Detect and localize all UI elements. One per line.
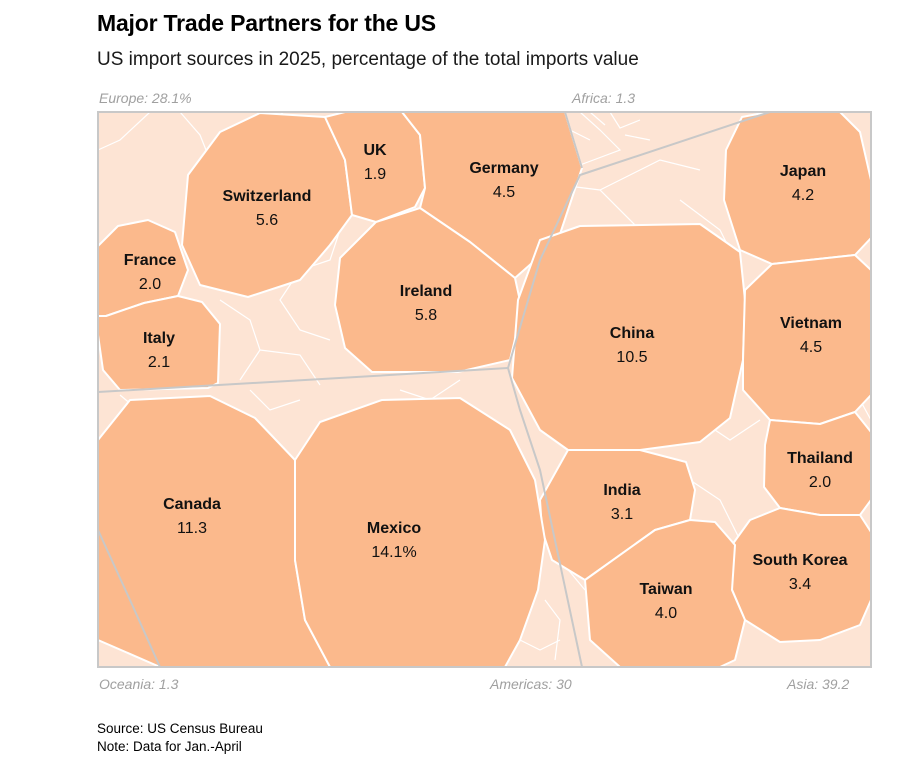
label-japan-value: 4.2 — [792, 187, 814, 204]
label-france-value: 2.0 — [139, 276, 161, 293]
label-india-value: 3.1 — [611, 506, 633, 523]
region-label-americas: Americas: 30 — [490, 676, 572, 692]
cell-south-korea — [729, 507, 871, 643]
chart-subtitle: US import sources in 2025, percentage of… — [97, 49, 639, 70]
label-canada-value: 11.3 — [177, 520, 207, 537]
cell-italy — [98, 295, 221, 391]
region-label-oceania: Oceania: 1.3 — [99, 676, 179, 692]
label-thailand-name: Thailand — [787, 450, 853, 467]
label-uk-value: 1.9 — [364, 166, 386, 183]
label-germany-value: 4.5 — [493, 184, 515, 201]
region-label-europe: Europe: 28.1% — [99, 90, 192, 106]
label-switzerland-name: Switzerland — [223, 188, 312, 205]
label-taiwan-value: 4.0 — [655, 605, 677, 622]
label-italy-name: Italy — [143, 330, 175, 347]
label-mexico-name: Mexico — [367, 520, 421, 537]
plot-frame — [97, 111, 872, 668]
label-japan-name: Japan — [780, 163, 826, 180]
source-note: Source: US Census Bureau — [97, 721, 263, 736]
cell-uk — [324, 112, 426, 223]
region-borders — [98, 112, 771, 667]
label-france-name: France — [124, 252, 177, 269]
cell-japan — [723, 112, 871, 265]
cell-ireland — [334, 207, 523, 373]
filler-cells — [98, 112, 871, 667]
region-label-asia: Asia: 39.2 — [787, 676, 850, 692]
label-south-korea-name: South Korea — [752, 552, 847, 569]
label-vietnam-value: 4.5 — [800, 339, 822, 356]
label-taiwan-name: Taiwan — [639, 581, 692, 598]
chart-title: Major Trade Partners for the US — [97, 10, 436, 36]
label-uk-name: UK — [363, 142, 387, 159]
cell-china — [511, 223, 746, 451]
label-canada-name: Canada — [163, 496, 221, 513]
label-thailand-value: 2.0 — [809, 474, 831, 491]
label-switzerland-value: 5.6 — [256, 212, 278, 229]
label-mexico-value: 14.1% — [371, 544, 416, 561]
cell-taiwan — [584, 519, 746, 667]
region-label-africa: Africa: 1.3 — [572, 90, 636, 106]
label-italy-value: 2.1 — [148, 354, 170, 371]
label-vietnam-name: Vietnam — [780, 315, 842, 332]
label-china-value: 10.5 — [616, 349, 647, 366]
data-note: Note: Data for Jan.-April — [97, 739, 242, 754]
label-china-name: China — [610, 325, 655, 342]
label-germany-name: Germany — [469, 160, 538, 177]
label-south-korea-value: 3.4 — [789, 576, 811, 593]
cell-mexico — [294, 397, 546, 667]
label-ireland-name: Ireland — [400, 283, 452, 300]
label-ireland-value: 5.8 — [415, 307, 437, 324]
label-india-name: India — [603, 482, 640, 499]
